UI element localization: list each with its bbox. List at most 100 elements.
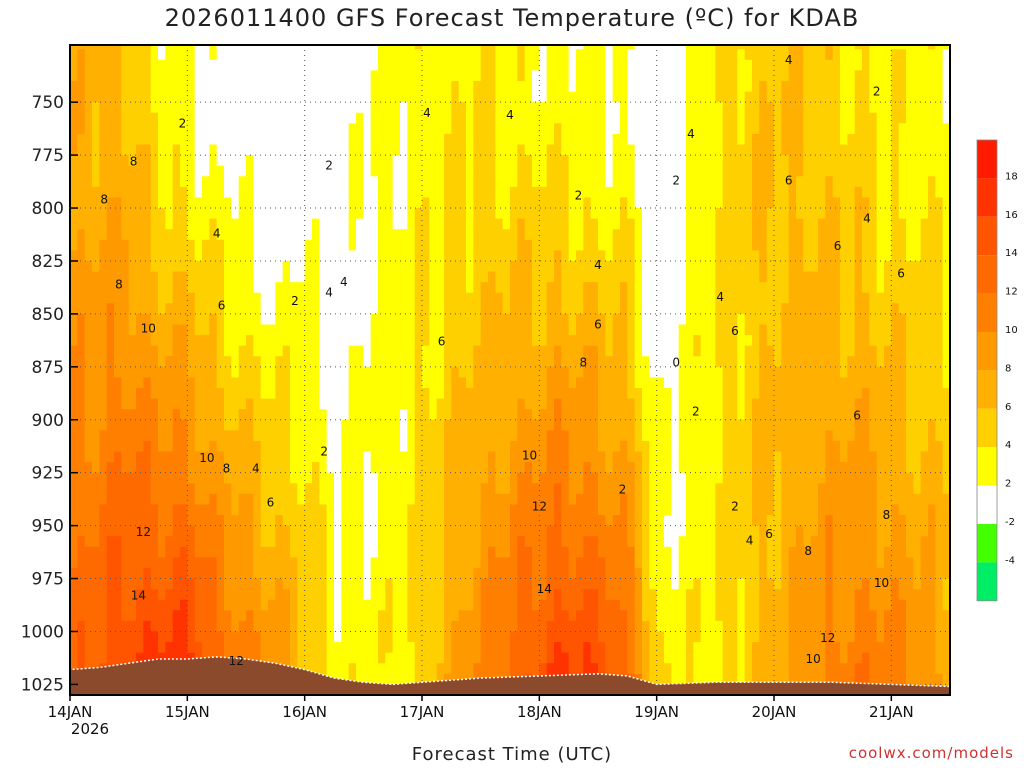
temperature-cell: [128, 451, 137, 463]
temperature-cell: [656, 197, 665, 209]
temperature-cell: [304, 260, 313, 273]
temperature-cell: [620, 229, 628, 241]
temperature-cell: [414, 91, 423, 103]
temperature-cell: [84, 387, 93, 400]
temperature-cell: [326, 483, 335, 495]
temperature-cell: [583, 493, 592, 505]
temperature-cell: [444, 631, 452, 643]
temperature-cell: [128, 144, 137, 156]
temperature-cell: [451, 366, 460, 378]
temperature-cell: [517, 239, 526, 251]
temperature-cell: [414, 80, 423, 93]
temperature-cell: [363, 631, 372, 643]
temperature-cell: [275, 356, 284, 368]
temperature-cell: [348, 356, 357, 368]
temperature-cell: [158, 250, 166, 262]
temperature-cell: [143, 123, 152, 135]
temperature-cell: [319, 493, 328, 505]
temperature-cell: [202, 472, 210, 484]
temperature-cell: [444, 49, 452, 61]
temperature-cell: [282, 631, 291, 643]
temperature-cell: [128, 112, 137, 124]
temperature-cell: [414, 589, 423, 601]
temperature-cell: [172, 387, 181, 400]
temperature-cell: [363, 440, 372, 453]
temperature-cell: [598, 313, 606, 325]
temperature-cell: [121, 165, 130, 177]
temperature-cell: [99, 155, 108, 167]
temperature-cell: [356, 631, 364, 643]
temperature-cell: [378, 218, 386, 230]
temperature-cell: [150, 589, 159, 601]
temperature-cell: [238, 567, 247, 580]
temperature-cell: [473, 197, 482, 209]
temperature-cell: [422, 133, 430, 146]
temperature-cell: [341, 387, 350, 400]
temperature-cell: [246, 409, 254, 421]
temperature-cell: [363, 472, 372, 484]
temperature-cell: [583, 165, 592, 177]
temperature-cell: [473, 356, 482, 368]
temperature-cell: [583, 123, 592, 135]
temperature-cell: [326, 504, 335, 516]
temperature-cell: [510, 292, 518, 304]
temperature-cell: [510, 186, 518, 198]
temperature-cell: [458, 663, 467, 675]
temperature-cell: [642, 102, 650, 114]
temperature-cell: [224, 642, 232, 654]
temperature-cell: [590, 133, 599, 146]
temperature-cell: [612, 91, 621, 103]
temperature-cell: [136, 271, 144, 283]
temperature-cell: [532, 557, 540, 569]
temperature-cell: [238, 218, 247, 230]
temperature-cell: [356, 419, 364, 431]
temperature-cell: [128, 345, 137, 357]
temperature-cell: [136, 144, 144, 156]
temperature-cell: [172, 91, 181, 103]
temperature-cell: [451, 59, 460, 71]
temperature-cell: [326, 303, 335, 315]
temperature-cell: [312, 462, 320, 474]
temperature-cell: [590, 356, 599, 368]
temperature-cell: [341, 155, 350, 167]
temperature-cell: [268, 578, 276, 590]
temperature-cell: [363, 91, 372, 103]
temperature-cell: [583, 652, 592, 664]
temperature-cell: [451, 335, 460, 347]
temperature-cell: [246, 567, 254, 580]
temperature-cell: [414, 133, 423, 146]
temperature-cell: [466, 303, 474, 315]
temperature-cell: [649, 663, 658, 675]
temperature-cell: [260, 292, 269, 304]
temperature-cell: [194, 335, 203, 347]
temperature-cell: [480, 536, 489, 548]
temperature-cell: [620, 282, 628, 294]
temperature-cell: [319, 144, 328, 156]
temperature-cell: [187, 345, 196, 357]
temperature-cell: [304, 546, 313, 558]
temperature-cell: [143, 176, 152, 188]
temperature-cell: [231, 356, 240, 368]
temperature-cell: [209, 45, 218, 50]
temperature-cell: [620, 472, 628, 484]
temperature-cell: [77, 239, 86, 251]
temperature-cell: [150, 260, 159, 273]
temperature-cell: [495, 324, 504, 336]
temperature-cell: [106, 260, 115, 273]
temperature-cell: [546, 430, 555, 442]
temperature-cell: [209, 186, 218, 198]
temperature-cell: [642, 515, 650, 527]
temperature-cell: [429, 515, 438, 527]
temperature-cell: [224, 208, 232, 220]
temperature-cell: [458, 313, 467, 325]
temperature-cell: [275, 377, 284, 389]
temperature-cell: [392, 102, 401, 114]
temperature-cell: [268, 80, 276, 93]
temperature-cell: [150, 335, 159, 347]
temperature-cell: [334, 112, 342, 124]
temperature-cell: [546, 493, 555, 505]
temperature-cell: [378, 324, 386, 336]
temperature-cell: [202, 409, 210, 421]
temperature-cell: [392, 642, 401, 654]
temperature-cell: [510, 483, 518, 495]
